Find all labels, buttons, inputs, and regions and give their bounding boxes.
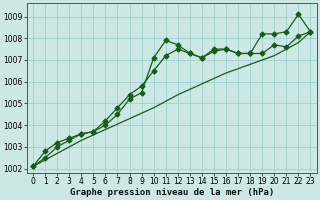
X-axis label: Graphe pression niveau de la mer (hPa): Graphe pression niveau de la mer (hPa)	[70, 188, 274, 197]
